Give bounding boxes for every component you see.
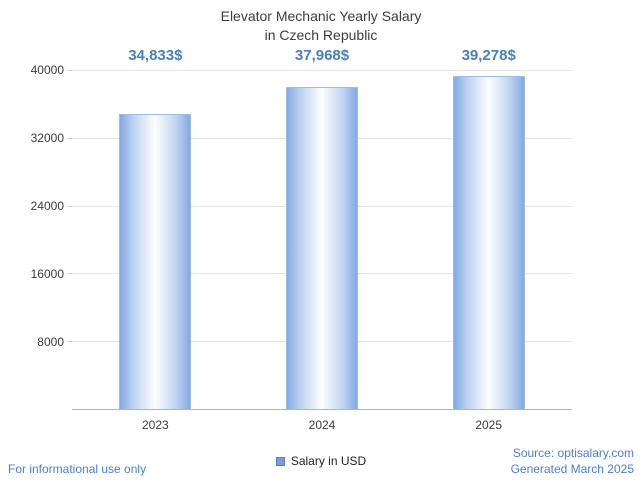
bar[interactable] [452, 76, 525, 409]
chart-title-line1: Elevator Mechanic Yearly Salary [220, 8, 422, 24]
chart-title-line2: in Czech Republic [264, 26, 378, 43]
y-axis-tick [67, 341, 72, 343]
footer-generated: Generated March 2025 [510, 461, 634, 476]
chart-title: Elevator Mechanic Yearly Salary in Czech… [0, 7, 642, 45]
bars: 34,833$ 2023 37,968$ 2024 39,278$ 2025 [72, 47, 572, 432]
bar-value-label: 37,968$ [294, 47, 350, 64]
footer-disclaimer: For informational use only [8, 462, 147, 476]
y-axis-label: 16000 [30, 267, 64, 281]
bar[interactable] [119, 113, 192, 409]
x-axis-label: 2023 [141, 418, 169, 432]
gridline [72, 70, 572, 71]
legend-marker-icon [275, 456, 285, 466]
legend[interactable]: Salary in USD [0, 454, 642, 468]
y-axis-label: 40000 [30, 63, 64, 77]
y-axis-tick [67, 273, 72, 275]
plot-area: 34,833$ 2023 37,968$ 2024 39,278$ 2025 [67, 47, 572, 432]
y-axis-tick [67, 137, 72, 139]
bar-column: 39,278$ 2025 [405, 47, 572, 432]
y-axis-label: 8000 [37, 335, 64, 349]
x-axis-label: 2024 [308, 418, 336, 432]
y-axis: 8000 16000 24000 32000 40000 [0, 63, 64, 410]
footer-source: Source: optisalary.com [512, 445, 634, 460]
bar[interactable] [286, 87, 358, 409]
y-axis-label: 32000 [30, 131, 64, 145]
bar-column: 34,833$ 2023 [72, 47, 239, 432]
y-axis-label: 24000 [30, 199, 64, 213]
bar-value-label: 39,278$ [461, 47, 516, 64]
y-axis-tick [67, 70, 72, 71]
bar-column: 37,968$ 2024 [239, 47, 406, 432]
legend-label: Salary in USD [290, 454, 367, 468]
footer-credits: Source: optisalary.com Generated March 2… [511, 445, 634, 477]
x-axis-label: 2025 [475, 418, 503, 432]
bar-value-label: 34,833$ [128, 47, 183, 64]
y-axis-tick [67, 205, 72, 207]
